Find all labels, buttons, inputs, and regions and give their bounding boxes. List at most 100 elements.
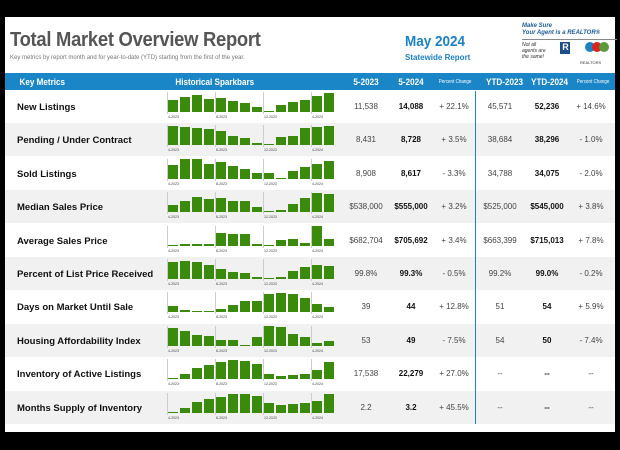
spark-bar [168,262,178,279]
value-m2: $555,000 [394,202,428,212]
value-m1: 8,908 [355,168,377,178]
sparkbar-chart: 4-2023 8-2023 12-2023 4-2024 [167,125,336,153]
spark-bar [228,305,238,313]
spark-bar [288,171,298,179]
spark-tick: 12-2023 [264,148,277,153]
value-y2: 34,075 [534,168,560,178]
value-m2: 99.3% [399,269,423,278]
value-y2: 54 [542,302,552,312]
sparkbar-chart: 4-2023 8-2023 12-2023 4-2024 [167,292,336,320]
value-y2: 99.0% [535,269,559,278]
spark-tick: 4-2024 [312,282,323,286]
table-header: Key Metrics Historical Sparkbars 5-2023 … [5,73,615,90]
spark-tick: 4-2024 [312,415,323,420]
spark-bar [312,226,322,246]
value-pc: - 3.3% [442,168,466,178]
spark-bar [168,126,178,146]
spark-bar [300,128,310,146]
spark-divider [311,225,312,248]
spark-bar [216,98,226,112]
spark-divider [215,92,216,114]
spark-bar [204,335,214,346]
spark-bar [180,407,190,413]
table-row: New Listings 4-2023 8-2023 12-2023 4-2024 11,… [5,90,615,123]
value-pc: + 3.2% [441,202,467,212]
spark-bar [204,399,214,413]
spark-tick: 12-2023 [264,315,277,320]
spark-bar [264,325,274,346]
spark-bar [312,126,322,146]
spark-bar [324,160,334,179]
spark-tick: 8-2023 [216,148,227,153]
spark-divider [215,192,216,215]
spark-tick: 12-2023 [264,348,277,353]
spark-bar [312,369,322,380]
metric-label: New Listings [17,102,76,113]
value-m2: $705,692 [394,235,428,245]
metric-label: Inventory of Active Listings [17,369,142,381]
value-y2: 50 [542,335,552,345]
value-m1: 2.2 [360,402,372,412]
spark-divider [167,292,168,315]
value-pc2: + 7.8% [578,235,604,245]
promo-divider [522,39,617,40]
spark-bar [264,173,274,179]
spark-bar [216,161,226,179]
spark-bar [300,373,310,380]
spark-bar [240,272,250,279]
spark-bar [180,159,190,179]
spark-bar [180,310,190,313]
spark-divider [263,192,264,215]
spark-divider [167,158,168,181]
spark-bar [216,308,226,313]
spark-bar [276,210,286,213]
spark-divider [311,192,312,215]
spark-divider [215,359,216,382]
spark-bar [312,400,322,413]
spark-tick: 4-2023 [168,382,179,387]
sparkbar-chart: 4-2023 8-2023 12-2023 4-2024 [167,392,336,420]
value-pc: + 27.0% [439,369,469,379]
report-scope: Statewide Report [405,53,471,62]
spark-bar [264,244,274,246]
sparkbar-chart: 4-2023 8-2023 12-2023 4-2024 [167,359,336,387]
spark-bar [204,98,214,112]
spark-divider [311,292,312,315]
spark-tick: 8-2023 [216,348,227,353]
col-sparkbars: Historical Sparkbars [175,77,255,87]
spark-tick: 8-2023 [216,248,227,253]
spark-bar [240,233,250,246]
realtors-text: REALTORS [580,60,602,65]
metric-label: Housing Affordability Index [17,335,141,347]
value-pc: + 22.1% [439,102,469,111]
value-pc2: -- [588,402,594,412]
value-pc2: + 14.6% [576,102,606,111]
col-ytd-2024: YTD-2024 [531,77,568,87]
spark-bar [168,164,178,179]
spark-bar [288,135,298,146]
spark-bar [252,206,262,213]
spark-bar [324,306,334,313]
spark-tick: 4-2023 [168,148,179,153]
spark-bar [276,327,286,346]
table-row: Inventory of Active Listings 4-2023 8-2023… [5,357,615,390]
spark-bar [168,204,178,213]
spark-tick: 4-2023 [168,181,179,186]
value-y2: -- [544,402,550,412]
spark-bar [240,200,250,213]
spark-tick: 8-2023 [216,415,227,420]
spark-bar [192,95,202,112]
metric-label: Percent of List Price Received [17,269,154,280]
spark-tick: 8-2023 [216,282,227,286]
spark-divider [215,392,216,415]
spark-bar [324,194,334,213]
spark-bar [168,411,178,413]
spark-bar [324,340,334,346]
spark-bar [264,293,274,313]
spark-bar [252,336,262,346]
spark-bar [168,327,178,346]
spark-bar [168,99,178,112]
spark-divider [167,359,168,382]
spark-bar [252,142,262,146]
spark-bar [312,164,322,179]
